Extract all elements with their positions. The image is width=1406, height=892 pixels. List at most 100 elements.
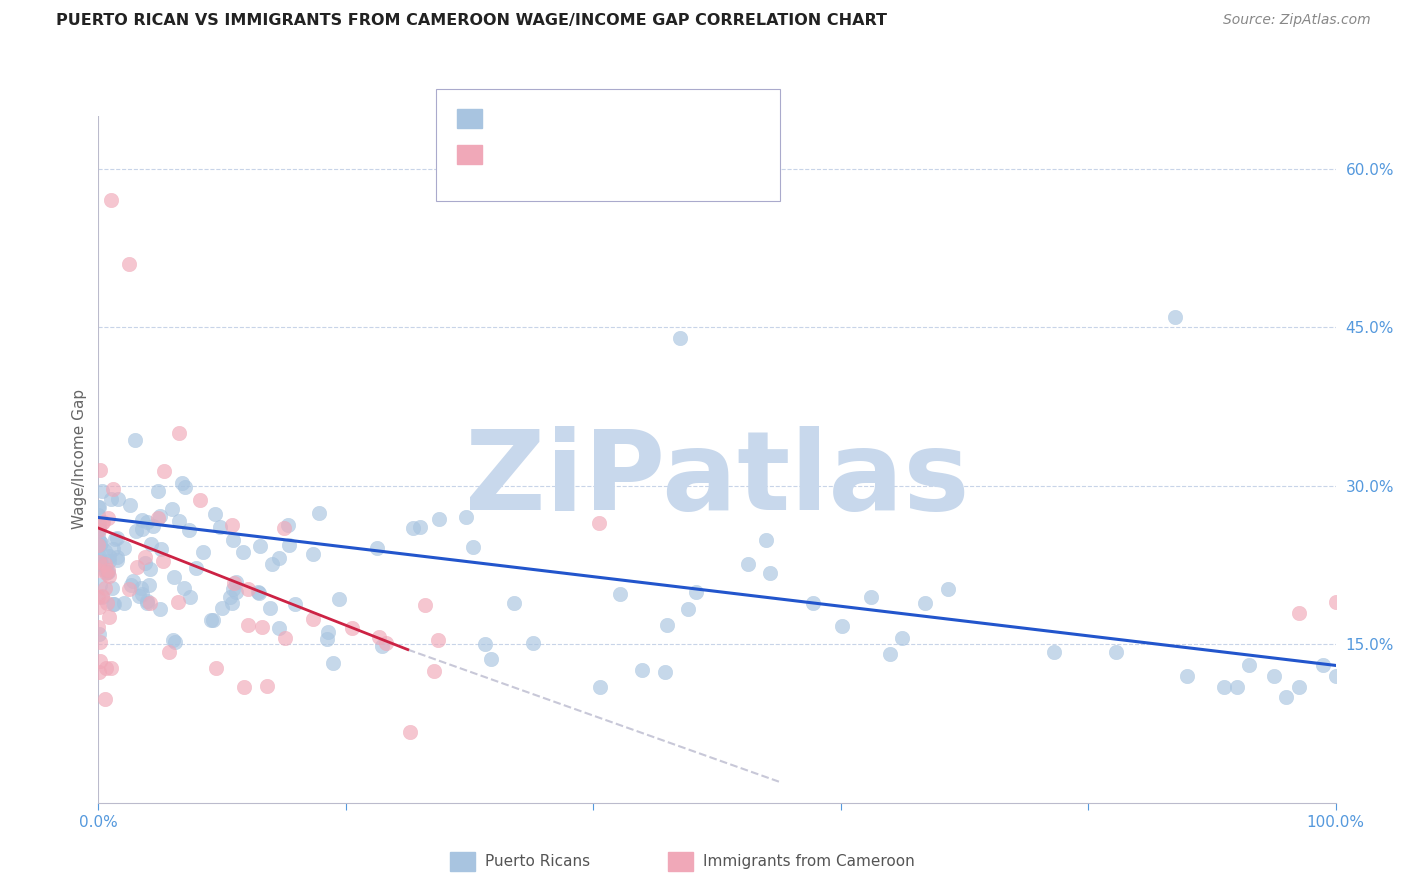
Point	[89, 552, 111, 566]
Point	[87, 590, 110, 604]
Point	[87, 528, 110, 542]
Point	[371, 639, 394, 653]
Point	[461, 540, 484, 554]
Point	[89, 577, 111, 591]
Point	[399, 725, 422, 739]
Point	[94, 566, 117, 581]
Point	[94, 692, 117, 706]
Point	[136, 515, 159, 529]
Point	[238, 617, 260, 632]
Text: -0.524: -0.524	[523, 112, 581, 126]
Point	[233, 680, 256, 694]
Point	[174, 480, 197, 494]
Point	[89, 635, 111, 649]
Point	[125, 524, 148, 538]
Point	[153, 465, 176, 479]
Point	[249, 539, 271, 553]
Point	[87, 538, 110, 552]
Point	[87, 523, 110, 537]
Point	[427, 512, 450, 526]
Point	[589, 680, 612, 694]
Point	[101, 541, 124, 556]
Point	[131, 522, 153, 536]
Point	[100, 660, 122, 674]
Point	[131, 513, 153, 527]
Point	[801, 596, 824, 610]
Point	[101, 597, 124, 611]
Point	[340, 621, 363, 635]
Point	[127, 560, 149, 574]
Point	[655, 618, 678, 632]
Point	[94, 566, 117, 580]
Point	[221, 596, 243, 610]
Point	[139, 596, 162, 610]
Point	[136, 596, 159, 610]
Point	[366, 541, 388, 555]
Point	[1263, 669, 1285, 683]
Text: -0.144: -0.144	[523, 147, 581, 161]
Point	[267, 550, 290, 565]
Text: ZiPatlas: ZiPatlas	[465, 426, 969, 533]
Point	[232, 545, 254, 559]
Point	[1237, 658, 1260, 673]
Point	[402, 521, 425, 535]
Point	[277, 538, 299, 552]
Text: PUERTO RICAN VS IMMIGRANTS FROM CAMEROON WAGE/INCOME GAP CORRELATION CHART: PUERTO RICAN VS IMMIGRANTS FROM CAMEROON…	[56, 13, 887, 29]
Point	[247, 586, 270, 600]
Point	[89, 558, 111, 572]
Point	[120, 498, 142, 512]
Point	[269, 621, 291, 635]
Point	[100, 492, 122, 507]
Point	[148, 510, 170, 524]
Point	[89, 538, 111, 552]
Point	[89, 535, 111, 549]
Point	[162, 633, 184, 648]
Point	[98, 569, 121, 583]
Point	[322, 657, 344, 671]
Point	[479, 652, 502, 666]
Point	[121, 574, 143, 588]
Point	[1164, 310, 1187, 324]
Point	[94, 557, 117, 571]
Point	[97, 566, 120, 580]
Point	[90, 484, 112, 499]
Point	[316, 632, 339, 646]
Point	[1288, 680, 1310, 694]
Point	[891, 632, 914, 646]
Point	[256, 679, 278, 693]
Point	[426, 633, 449, 648]
Point	[301, 612, 323, 626]
Point	[1104, 645, 1126, 659]
Point	[204, 661, 226, 675]
Point	[284, 597, 307, 611]
Point	[104, 533, 127, 547]
Point	[89, 463, 111, 477]
Point	[250, 620, 273, 634]
Point	[669, 331, 692, 345]
Point	[87, 515, 110, 529]
Point	[236, 582, 259, 596]
Point	[134, 549, 156, 564]
Point	[200, 614, 222, 628]
Point	[204, 507, 226, 521]
Point	[118, 582, 141, 597]
Point	[422, 664, 444, 678]
Point	[138, 578, 160, 592]
Point	[188, 492, 211, 507]
Point	[90, 535, 112, 549]
Point	[172, 476, 194, 491]
Point	[124, 434, 146, 448]
Point	[502, 596, 524, 610]
Point	[1324, 669, 1347, 683]
Point	[685, 585, 707, 599]
Point	[474, 637, 496, 651]
Point	[87, 626, 110, 640]
Point	[94, 544, 117, 558]
Point	[87, 620, 110, 634]
Point	[112, 541, 135, 556]
Point	[103, 597, 125, 611]
Text: Puerto Ricans: Puerto Ricans	[485, 855, 591, 869]
Point	[186, 561, 208, 575]
Point	[87, 599, 110, 614]
Point	[112, 596, 135, 610]
